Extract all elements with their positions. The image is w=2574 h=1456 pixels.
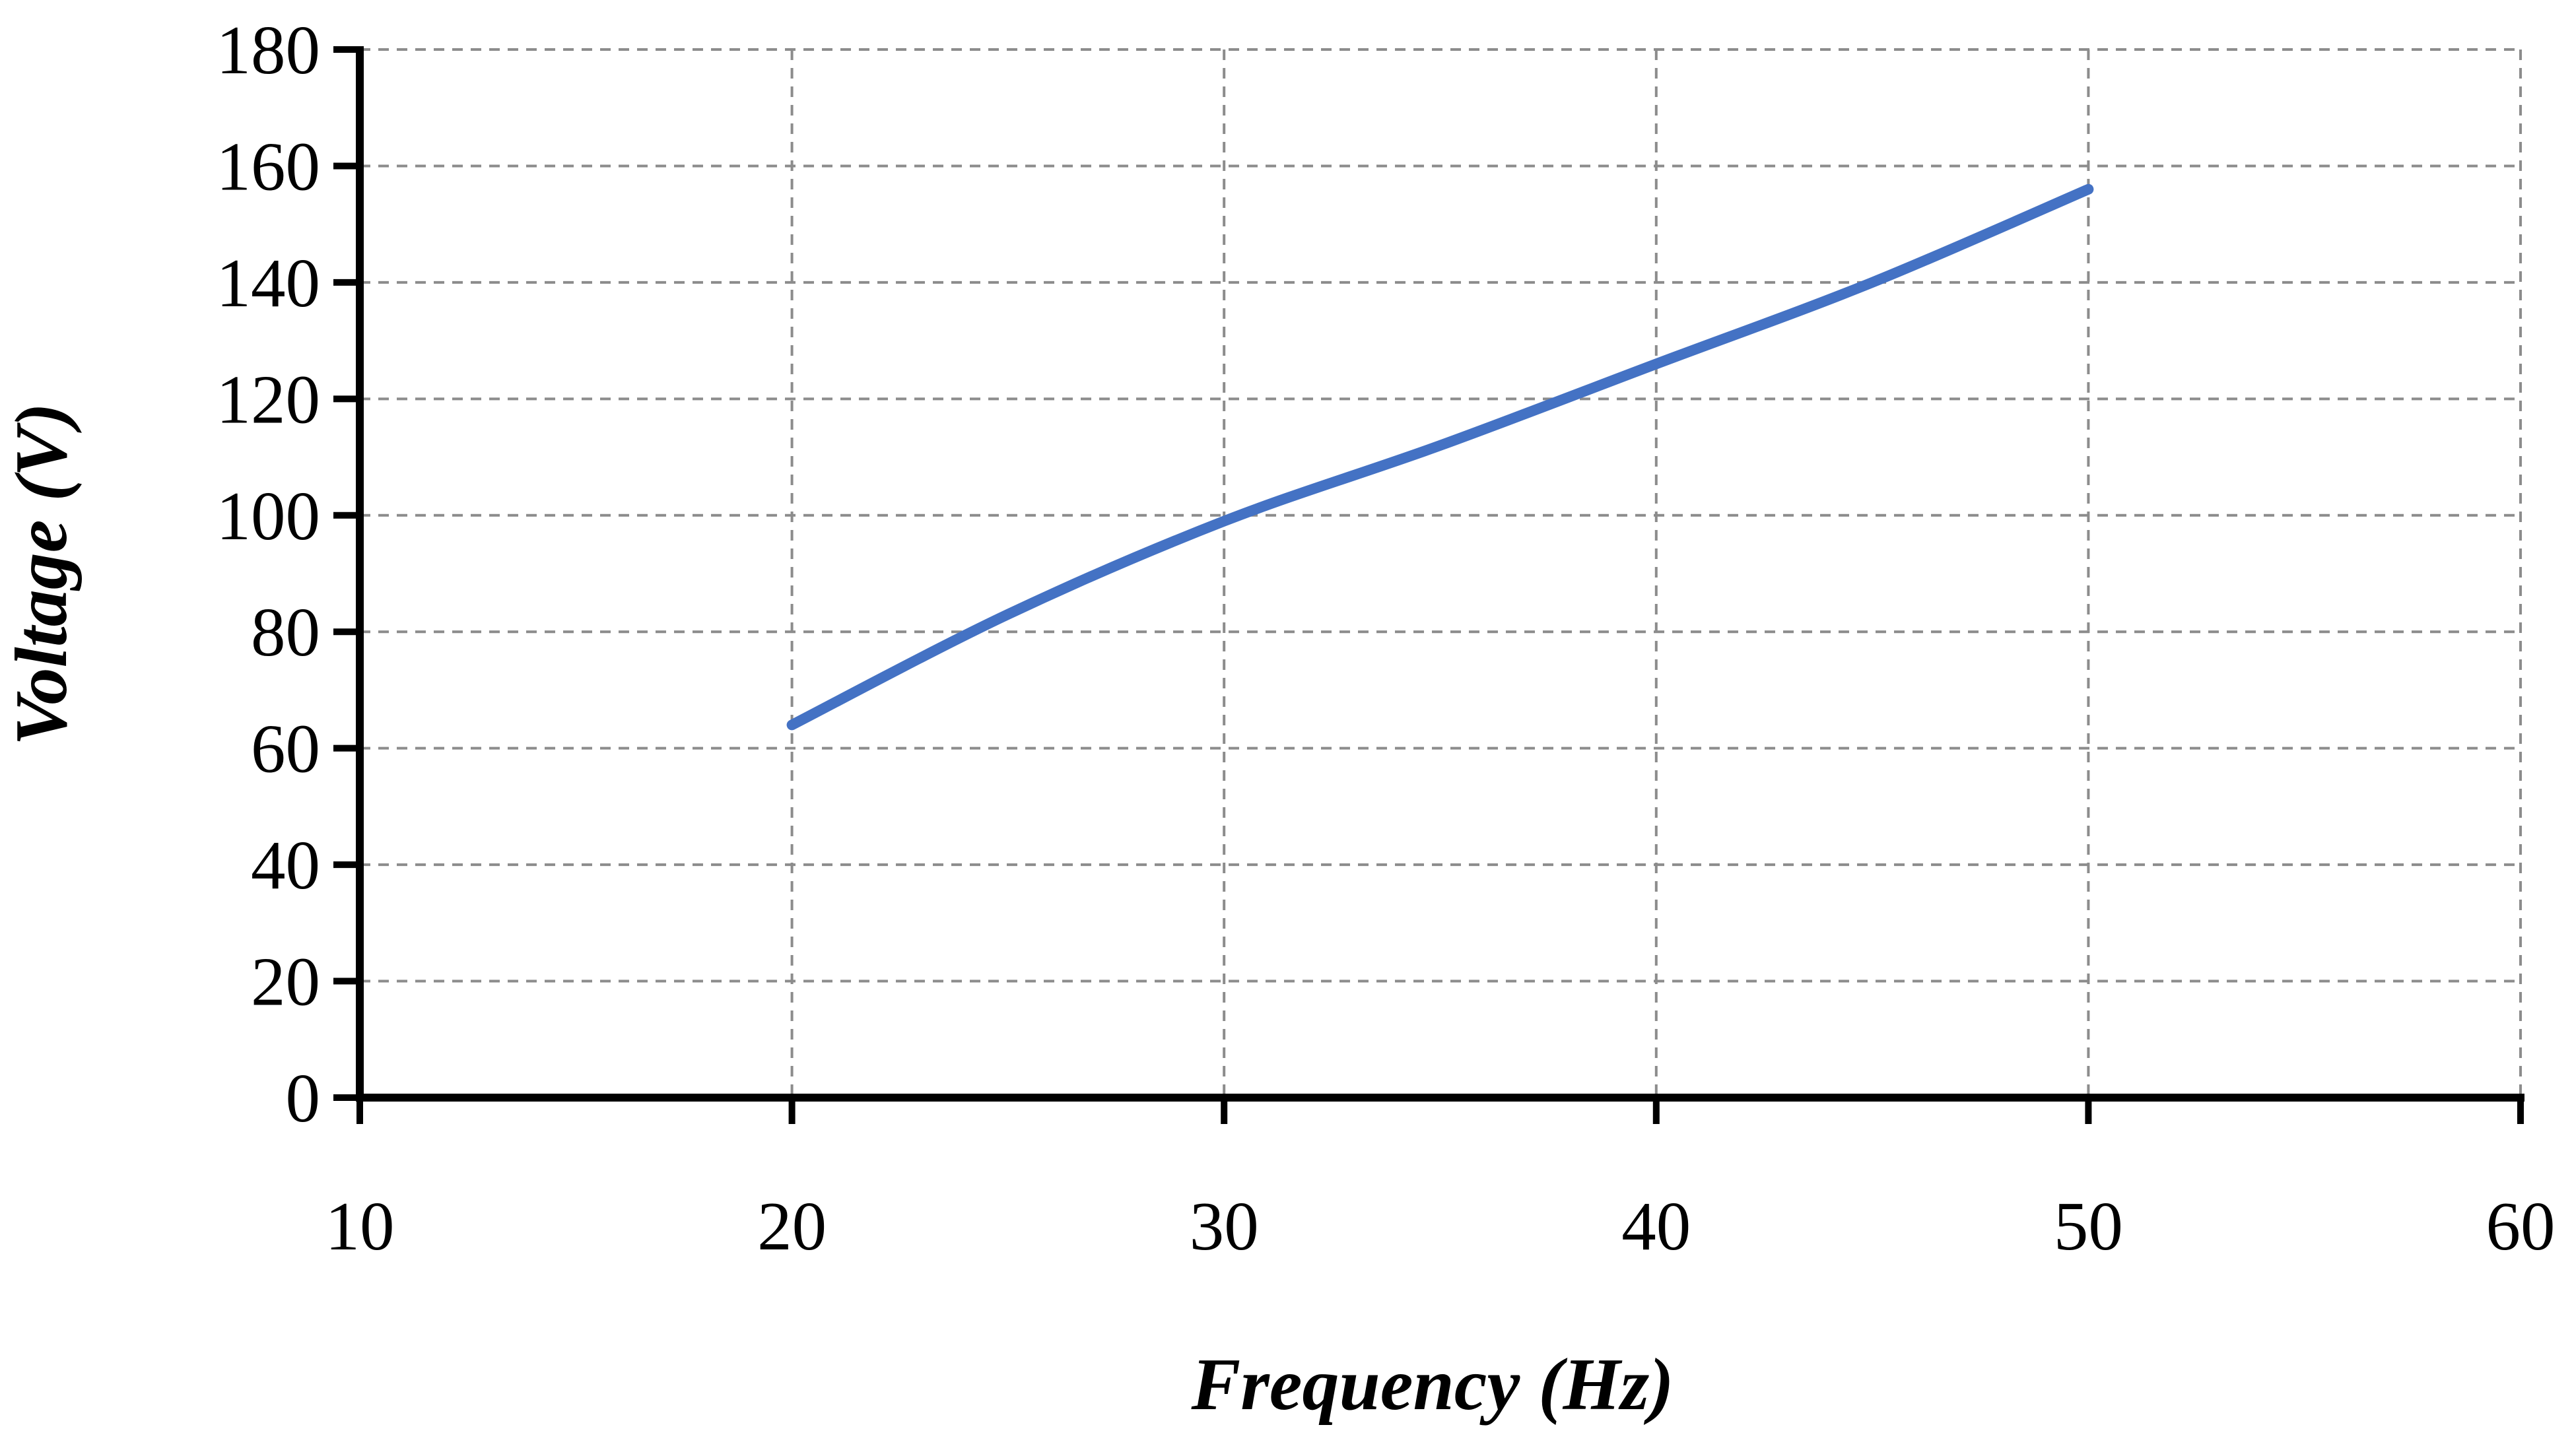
- x-tick-label: 60: [2486, 1187, 2556, 1265]
- x-tick-label: 10: [325, 1187, 395, 1265]
- y-tick-label: 60: [251, 710, 320, 787]
- y-tick-label: 20: [251, 943, 320, 1020]
- y-tick-label: 140: [217, 244, 321, 321]
- series-line: [786, 183, 2094, 731]
- y-tick-label: 180: [217, 11, 321, 88]
- y-axis-title: Voltage (V): [1, 403, 83, 746]
- grid-lines: [360, 48, 2522, 1098]
- y-tick-label: 120: [217, 360, 321, 438]
- y-tick-label: 40: [251, 826, 320, 904]
- series-lines: [786, 183, 2094, 731]
- x-tick-label: 20: [757, 1187, 827, 1265]
- x-tick-label: 30: [1190, 1187, 1259, 1265]
- x-tick-label: 40: [1621, 1187, 1691, 1265]
- y-tick-label: 80: [251, 593, 320, 671]
- y-tick-label: 0: [286, 1059, 321, 1137]
- y-tick-label: 100: [217, 477, 321, 554]
- x-tick-label: 50: [2054, 1187, 2123, 1265]
- x-axis-title: Frequency (Hz): [1190, 1344, 1674, 1426]
- tick-labels: 0 20 40 60 80 100 120 140 160 180 10 20 30 40 50 60: [217, 11, 2556, 1265]
- axes: [333, 46, 2524, 1124]
- y-tick-label: 160: [217, 127, 321, 205]
